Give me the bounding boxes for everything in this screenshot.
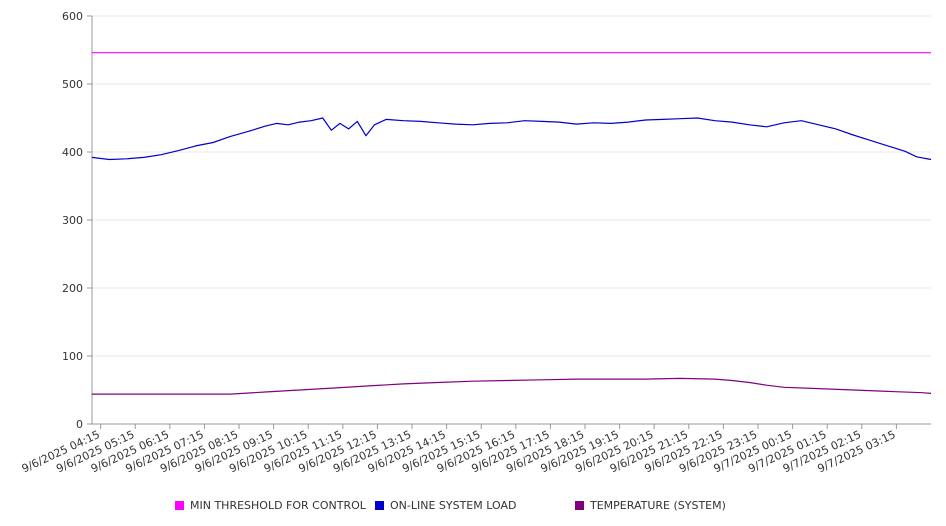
- y-tick-label: 0: [76, 418, 83, 431]
- series-line-1: [91, 117, 932, 161]
- legend-label: MIN THRESHOLD FOR CONTROL: [190, 498, 366, 512]
- plot-area: [91, 52, 932, 395]
- legend-item-temperature[interactable]: TEMPERATURE (SYSTEM): [575, 498, 726, 512]
- legend-swatch: [375, 500, 384, 510]
- y-tick-label: 600: [62, 10, 83, 23]
- x-tick-labels: 9/6/2025 04:159/6/2025 05:159/6/2025 06:…: [20, 428, 898, 476]
- y-tick-labels: 0 100 200 300 400 500 600: [62, 10, 83, 431]
- y-tick-label: 400: [62, 146, 83, 159]
- legend-item-system-load[interactable]: ON-LINE SYSTEM LOAD: [375, 498, 516, 512]
- series-line-2: [92, 377, 932, 395]
- y-tick-label: 500: [62, 78, 83, 91]
- legend-swatch: [175, 500, 184, 510]
- axes: [87, 15, 931, 429]
- legend-swatch: [575, 500, 584, 510]
- y-tick-label: 300: [62, 214, 83, 227]
- legend-label: TEMPERATURE (SYSTEM): [590, 498, 726, 512]
- gridlines: [92, 15, 931, 357]
- y-tick-label: 200: [62, 282, 83, 295]
- legend-label: ON-LINE SYSTEM LOAD: [390, 498, 517, 512]
- y-tick-label: 100: [62, 350, 83, 363]
- legend-item-min-threshold[interactable]: MIN THRESHOLD FOR CONTROL: [175, 498, 366, 512]
